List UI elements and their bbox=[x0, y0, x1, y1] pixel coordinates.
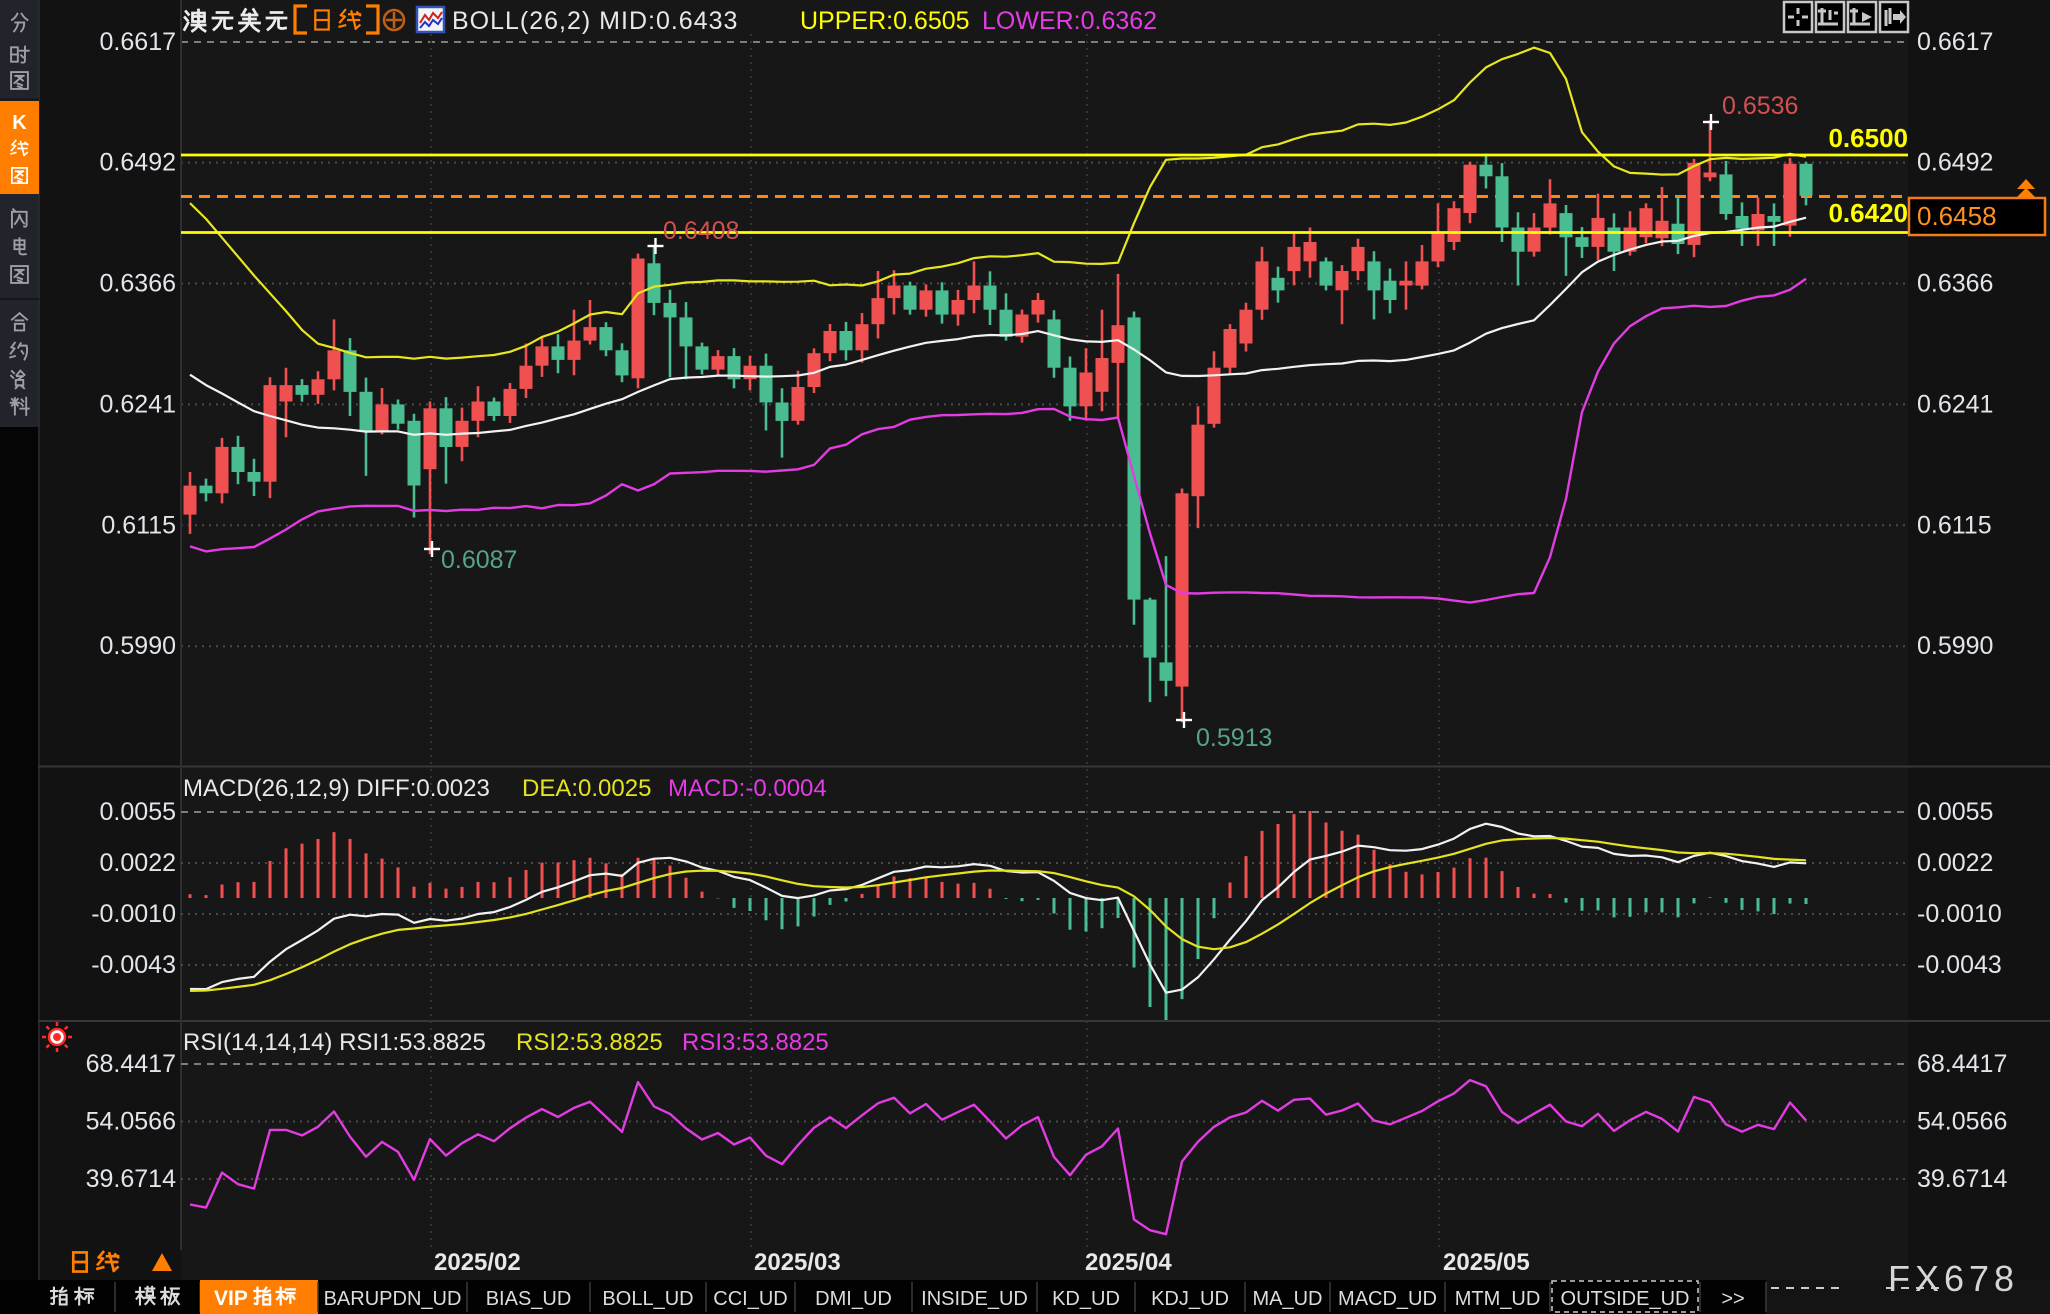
svg-text:KDJ_UD: KDJ_UD bbox=[1151, 1288, 1229, 1310]
svg-text:INSIDE_UD: INSIDE_UD bbox=[921, 1288, 1028, 1310]
svg-text:DMI_UD: DMI_UD bbox=[815, 1288, 892, 1310]
svg-text:54.0566: 54.0566 bbox=[1917, 1108, 2007, 1136]
svg-text:0.6536: 0.6536 bbox=[1722, 92, 1798, 120]
svg-text:-0.0010: -0.0010 bbox=[1917, 900, 2002, 928]
svg-text:0.0055: 0.0055 bbox=[100, 798, 176, 826]
svg-text:K: K bbox=[12, 112, 27, 134]
svg-text:39.6714: 39.6714 bbox=[86, 1165, 176, 1193]
svg-text:0.5990: 0.5990 bbox=[1917, 632, 1993, 660]
svg-text:0.6617: 0.6617 bbox=[1917, 28, 1993, 56]
svg-text:0.6408: 0.6408 bbox=[663, 217, 739, 245]
svg-text:0.6366: 0.6366 bbox=[100, 270, 176, 298]
svg-text:0.6420: 0.6420 bbox=[1828, 198, 1908, 228]
svg-text:0.0022: 0.0022 bbox=[100, 849, 176, 877]
svg-text:2025/03: 2025/03 bbox=[754, 1249, 841, 1276]
svg-text:0.0022: 0.0022 bbox=[1917, 849, 1993, 877]
svg-text:RSI(14,14,14) RSI1:53.8825: RSI(14,14,14) RSI1:53.8825 bbox=[183, 1029, 486, 1056]
svg-text:68.4417: 68.4417 bbox=[1917, 1050, 2007, 1078]
svg-text:MACD:-0.0004: MACD:-0.0004 bbox=[668, 775, 827, 802]
svg-text:0.6115: 0.6115 bbox=[101, 511, 176, 539]
svg-text:UPPER:0.6505: UPPER:0.6505 bbox=[800, 7, 970, 35]
svg-text:68.4417: 68.4417 bbox=[86, 1050, 176, 1078]
svg-text:RSI3:53.8825: RSI3:53.8825 bbox=[682, 1029, 829, 1056]
svg-text:MACD(26,12,9) DIFF:0.0023: MACD(26,12,9) DIFF:0.0023 bbox=[183, 775, 490, 802]
svg-text:MA_UD: MA_UD bbox=[1252, 1288, 1322, 1310]
svg-text:MACD_UD: MACD_UD bbox=[1338, 1288, 1437, 1310]
svg-text:CCI_UD: CCI_UD bbox=[713, 1288, 787, 1310]
svg-text:0.6492: 0.6492 bbox=[100, 149, 176, 177]
svg-text:0.6087: 0.6087 bbox=[441, 546, 517, 574]
svg-text:-0.0043: -0.0043 bbox=[1917, 951, 2002, 979]
svg-text:0.5990: 0.5990 bbox=[100, 632, 176, 660]
svg-text:-0.0043: -0.0043 bbox=[91, 951, 176, 979]
svg-text:0.6241: 0.6241 bbox=[1917, 390, 1993, 418]
svg-text:0.5913: 0.5913 bbox=[1196, 724, 1272, 752]
svg-text:BOLL(26,2) MID:0.6433: BOLL(26,2) MID:0.6433 bbox=[452, 7, 738, 35]
svg-text:2025/04: 2025/04 bbox=[1085, 1249, 1172, 1276]
svg-text:0.0055: 0.0055 bbox=[1917, 798, 1993, 826]
svg-text:0.6458: 0.6458 bbox=[1917, 201, 1997, 231]
svg-text:>>: >> bbox=[1721, 1288, 1744, 1310]
svg-text:LOWER:0.6362: LOWER:0.6362 bbox=[982, 7, 1157, 35]
svg-text:0.6241: 0.6241 bbox=[100, 390, 176, 418]
svg-text:RSI2:53.8825: RSI2:53.8825 bbox=[516, 1029, 663, 1056]
svg-text:OUTSIDE_UD: OUTSIDE_UD bbox=[1561, 1288, 1690, 1310]
svg-text:MTM_UD: MTM_UD bbox=[1455, 1288, 1541, 1310]
svg-text:2025/02: 2025/02 bbox=[434, 1249, 521, 1276]
svg-text:0.6115: 0.6115 bbox=[1917, 511, 1992, 539]
svg-text:0.6617: 0.6617 bbox=[100, 28, 176, 56]
svg-text:DEA:0.0025: DEA:0.0025 bbox=[522, 775, 651, 802]
svg-text:39.6714: 39.6714 bbox=[1917, 1165, 2007, 1193]
svg-text:BOLL_UD: BOLL_UD bbox=[602, 1288, 693, 1310]
svg-text:FX678: FX678 bbox=[1888, 1258, 2019, 1299]
svg-text:54.0566: 54.0566 bbox=[86, 1108, 176, 1136]
svg-text:0.6492: 0.6492 bbox=[1917, 149, 1993, 177]
svg-text:BARUPDN_UD: BARUPDN_UD bbox=[324, 1288, 462, 1310]
svg-text:0.6500: 0.6500 bbox=[1828, 123, 1908, 153]
svg-text:-0.0010: -0.0010 bbox=[91, 900, 176, 928]
svg-text:0.6366: 0.6366 bbox=[1917, 270, 1993, 298]
svg-text:VIP: VIP bbox=[214, 1287, 248, 1310]
svg-text:KD_UD: KD_UD bbox=[1052, 1288, 1120, 1310]
svg-text:2025/05: 2025/05 bbox=[1443, 1249, 1530, 1276]
svg-text:BIAS_UD: BIAS_UD bbox=[486, 1288, 572, 1310]
